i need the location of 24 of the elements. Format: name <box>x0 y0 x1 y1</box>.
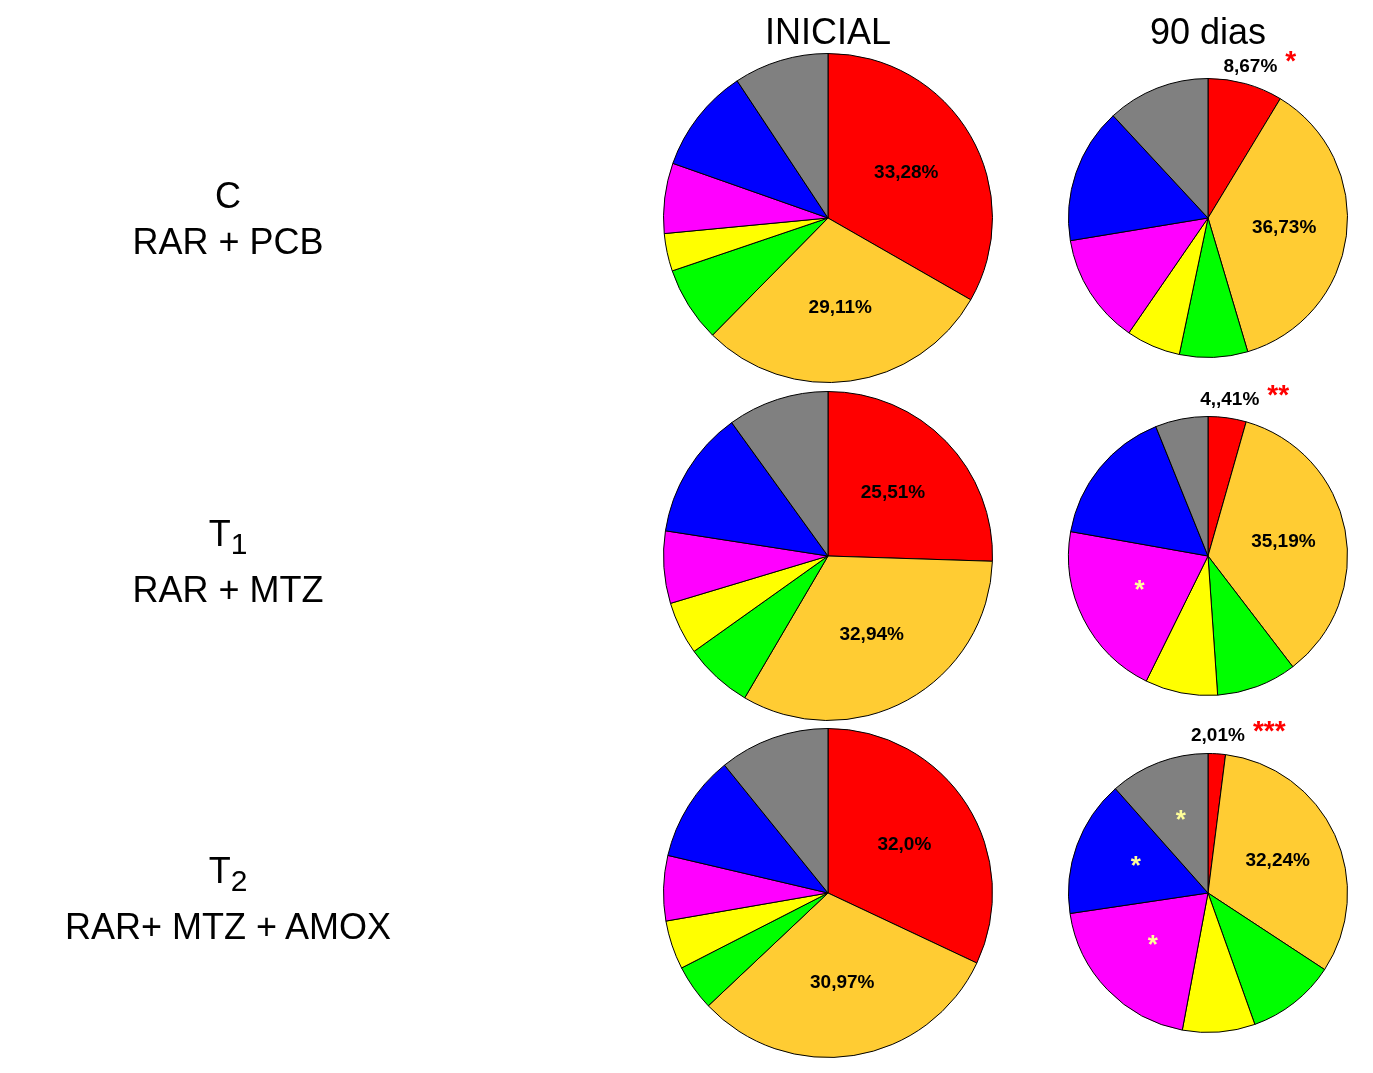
data-label: 32,0% <box>877 832 932 854</box>
data-label: 30,97% <box>810 970 875 992</box>
data-label: 4,,41% <box>1200 388 1260 410</box>
text: ** <box>1267 378 1290 410</box>
text: C RAR + PCB <box>131 174 325 264</box>
data-label: * <box>1175 804 1187 835</box>
chart-title: INICIAL <box>763 11 892 52</box>
data-label: * <box>1130 849 1142 880</box>
data-label: 29,11% <box>808 295 873 317</box>
data-label: 32,24% <box>1245 849 1311 871</box>
data-label: 32,94% <box>839 623 905 645</box>
data-label: 35,19% <box>1251 529 1316 551</box>
data-label: * <box>1134 573 1146 604</box>
text: T$_{1}$ RAR + MTZ <box>131 512 325 613</box>
data-label: * <box>1147 929 1159 960</box>
data-label: 33,28% <box>874 160 939 182</box>
data-label: 8,67% <box>1223 54 1278 76</box>
data-label: 36,73% <box>1251 216 1317 238</box>
data-label: 2,01% <box>1191 724 1245 746</box>
data-label: 25,51% <box>860 481 926 503</box>
text: T$_{2}$ RAR+ MTZ + AMOX <box>63 849 393 950</box>
chart-title: 90 dias <box>1149 11 1267 52</box>
text: * <box>1285 45 1297 77</box>
text: *** <box>1252 714 1286 746</box>
